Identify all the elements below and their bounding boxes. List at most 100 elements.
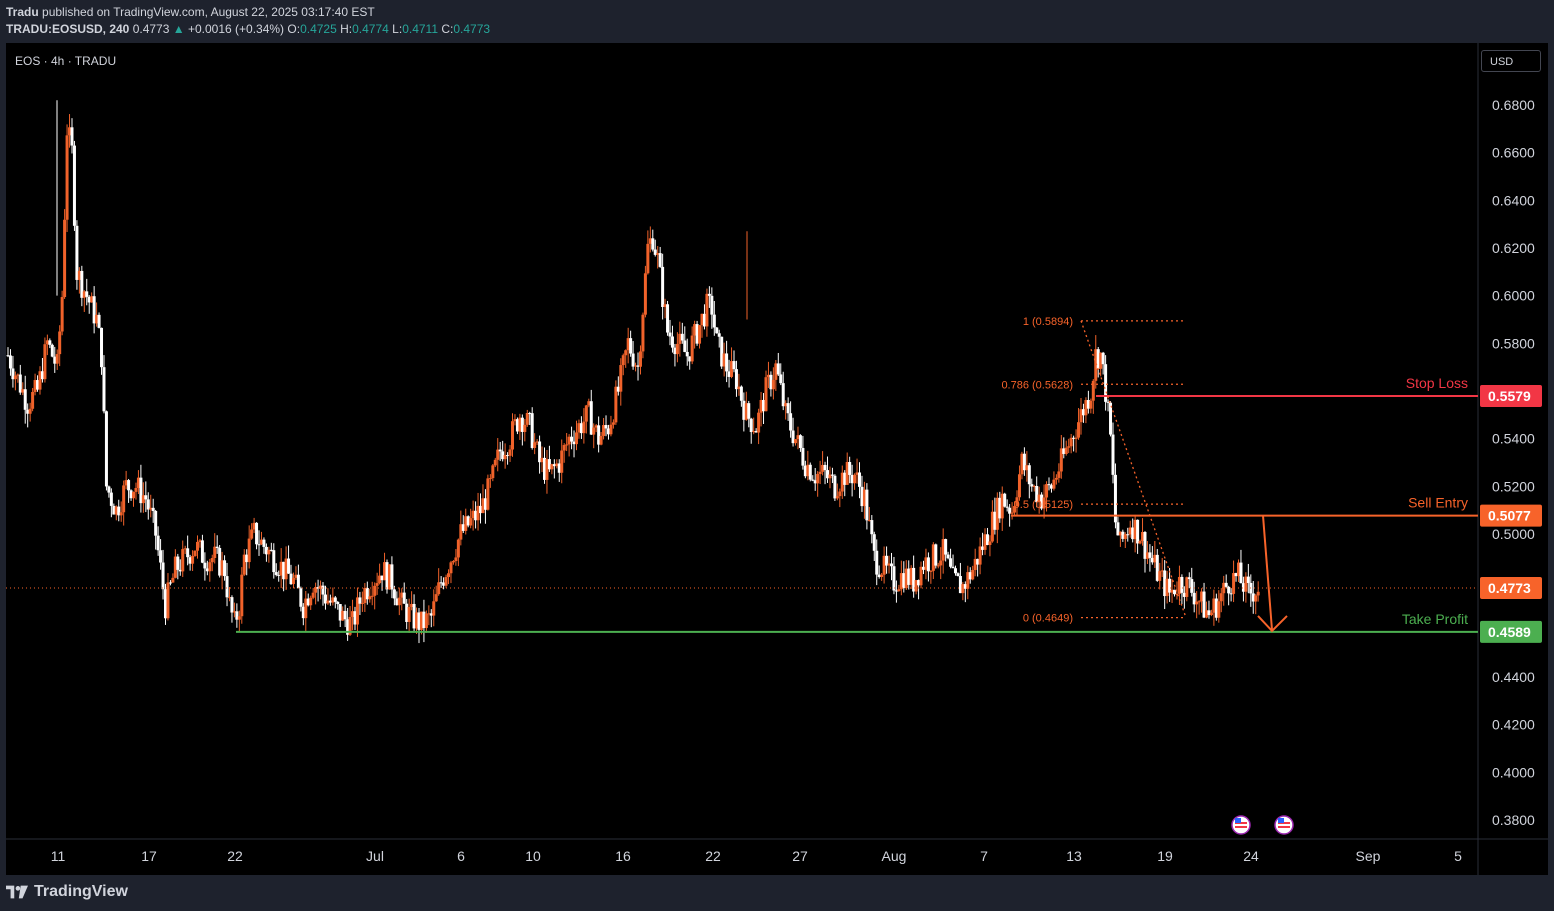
candle-body (205, 568, 209, 572)
high-label: H: (340, 22, 353, 36)
candle-body (614, 386, 618, 423)
candle-body (449, 562, 453, 574)
candle-body (1170, 589, 1174, 593)
candle-body (993, 511, 997, 530)
candle-body (373, 585, 377, 596)
candle-body (215, 546, 219, 549)
price-change: +0.0016 (+0.34%) (187, 22, 285, 36)
candle-body (1214, 598, 1218, 618)
candle-body (1173, 589, 1177, 595)
candle-body (744, 403, 748, 420)
low-value: 0.4711 (402, 22, 438, 36)
candle-body (1155, 554, 1159, 581)
candle-body (159, 550, 163, 563)
candle-body (1200, 591, 1204, 602)
candle-body (161, 562, 165, 590)
candle-body (840, 472, 844, 492)
candle-body (1175, 593, 1179, 595)
candle-body (1096, 349, 1100, 369)
publisher-name[interactable]: Tradu (6, 5, 39, 19)
candle-body (1062, 448, 1066, 454)
tradingview-logo-icon (6, 885, 28, 899)
candle-body (1037, 494, 1041, 503)
level-price-label: 0.5579 (1488, 388, 1531, 404)
level-price-tag (1480, 620, 1542, 643)
candle-body (289, 573, 293, 585)
candle-body (794, 439, 798, 444)
candle-body (274, 572, 278, 575)
low-label: L: (392, 22, 403, 36)
candle-body (26, 409, 30, 414)
candle-body (523, 424, 527, 432)
candle-body (1042, 497, 1046, 509)
candle-body (442, 582, 446, 586)
candle-body (1035, 485, 1039, 503)
candle-body (547, 459, 551, 470)
candle-body (92, 296, 96, 324)
candle-body (1099, 352, 1103, 369)
candle-body (616, 386, 620, 392)
candle-body (678, 333, 682, 344)
candle-body (474, 510, 478, 521)
candle-body (306, 598, 310, 606)
candle-body (348, 616, 352, 635)
candle-body (747, 403, 751, 419)
candle-body (643, 273, 647, 315)
candle-body (538, 441, 542, 463)
candle-body (476, 505, 480, 521)
candle-body (353, 611, 357, 625)
candlestick-chart[interactable]: 0.38000.40000.42000.44000.46000.48000.50… (6, 43, 1548, 875)
candle-body (798, 435, 802, 448)
candle-body (562, 445, 566, 451)
candle-body (321, 585, 325, 595)
candle-body (58, 331, 62, 355)
candle-body (1187, 577, 1191, 580)
currency-button[interactable]: USD (1481, 50, 1541, 72)
fib-level-label: 1 (0.5894) (1023, 316, 1073, 328)
candle-body (31, 391, 35, 409)
fib-level-label: 0.5 (0.5125) (1014, 499, 1073, 511)
publish-info: Tradu published on TradingView.com, Augu… (6, 5, 375, 19)
candle-body (680, 333, 684, 341)
candle-body (491, 465, 495, 479)
candle-body (826, 470, 830, 479)
candle-body (803, 465, 807, 477)
candle-body (835, 496, 839, 499)
candle-body (68, 127, 72, 136)
candle-body (1254, 595, 1258, 602)
candle-body (1025, 465, 1029, 471)
us-flag-event-icon (1278, 818, 1284, 823)
candle-body (183, 548, 187, 550)
candle-body (415, 612, 419, 629)
candle-body (609, 424, 613, 435)
candle-body (737, 386, 741, 390)
candle-body (368, 596, 372, 600)
candle-body (272, 550, 276, 573)
tradingview-brand[interactable]: TradingView (6, 883, 128, 901)
candle-body (319, 585, 323, 589)
candle-body (397, 597, 401, 606)
candle-body (232, 611, 236, 613)
candle-body (565, 444, 569, 446)
candle-body (1113, 474, 1117, 523)
candle-body (299, 588, 303, 607)
candle-body (1086, 400, 1090, 409)
candle-body (355, 597, 359, 625)
candle-body (1244, 576, 1248, 592)
candle-body (720, 336, 724, 367)
candle-body (1049, 485, 1053, 489)
candle-body (762, 399, 766, 412)
y-tick-label: 0.3800 (1492, 812, 1535, 828)
candle-body (43, 344, 47, 380)
chart-area[interactable]: 0.38000.40000.42000.44000.46000.48000.50… (6, 43, 1548, 875)
candle-body (705, 293, 709, 327)
candle-body (752, 431, 756, 433)
candle-body (447, 573, 451, 578)
candle-body (1072, 437, 1076, 439)
candle-body (1015, 497, 1019, 507)
y-tick-label: 0.4200 (1492, 717, 1535, 733)
candle-body (776, 363, 780, 375)
x-tick-label: 27 (792, 848, 808, 864)
candle-body (1008, 507, 1012, 514)
y-tick-label: 0.6600 (1492, 145, 1535, 161)
